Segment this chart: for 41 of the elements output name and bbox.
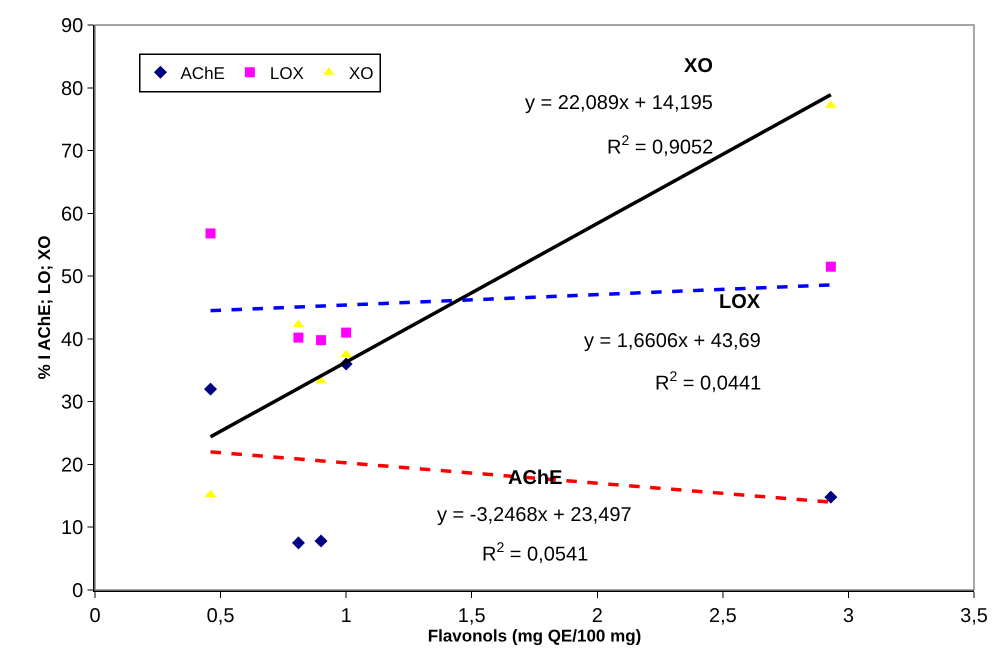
x-tick-label: 1,5 — [458, 604, 486, 627]
y-axis-title: % I AChE; LO; XO — [35, 236, 54, 380]
y-tick-label: 90 — [61, 15, 84, 37]
point — [206, 228, 216, 238]
point — [824, 490, 838, 504]
legend-label: LOX — [270, 64, 304, 83]
y-tick-label: 80 — [61, 78, 84, 100]
legend-label: AChE — [180, 64, 225, 83]
x-tick-label: 0 — [89, 604, 101, 627]
point — [292, 536, 305, 550]
point — [826, 262, 836, 272]
annotation: LOX — [719, 291, 761, 313]
annotation: R$^{2}$ = 0,0541 — [482, 539, 588, 566]
y-tick-label: 70 — [61, 140, 84, 163]
y-tick-label: 30 — [61, 392, 84, 414]
x-axis-title: Flavonols (mg QE/100 mg) — [428, 626, 642, 646]
x-tick-label: 3 — [842, 604, 854, 627]
annotation: XO — [684, 55, 713, 77]
x-tick-label: 1 — [340, 604, 352, 627]
annotation: R$^{2}$ = 0,0441 — [655, 368, 762, 394]
point — [314, 534, 328, 548]
point — [293, 332, 304, 343]
x-tick-label: 0,5 — [206, 604, 234, 627]
y-tick-label: 10 — [61, 517, 84, 540]
x-tick-label: 2,5 — [708, 604, 737, 627]
y-tick-label: 50 — [61, 266, 84, 288]
annotation: y = 1,6606x + 43,69 — [584, 330, 761, 352]
annotation: AChE — [508, 467, 562, 489]
legend-label: XO — [348, 64, 374, 83]
point — [316, 335, 326, 346]
x-tick-label: 3,5 — [960, 604, 988, 627]
point — [341, 328, 352, 338]
point — [204, 382, 218, 396]
y-tick-label: 60 — [61, 203, 84, 226]
y-tick-label: 20 — [61, 454, 84, 476]
annotation: R$^{2}$ = 0,9052 — [607, 132, 714, 158]
y-tick-label: 40 — [61, 328, 84, 351]
x-tick-label: 2 — [592, 604, 603, 627]
annotation: y = 22,089x + 14,195 — [525, 92, 713, 114]
annotation: y = -3,2468x + 23,497 — [437, 504, 632, 526]
y-tick-label: 0 — [72, 580, 84, 602]
